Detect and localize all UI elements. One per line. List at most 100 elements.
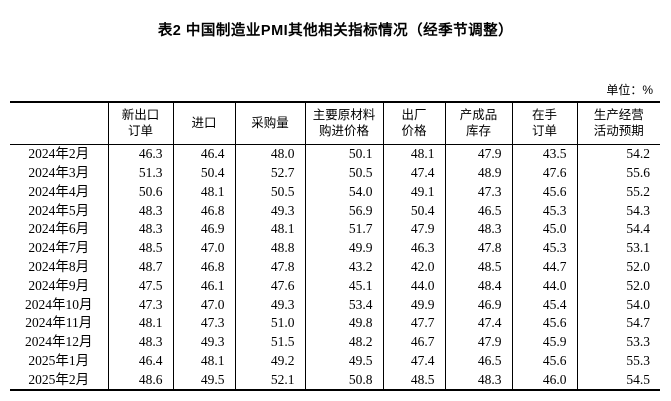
cell-value: 50.8 — [304, 370, 384, 390]
table-row: 2024年7月 48.5 47.0 48.8 49.9 46.3 47.8 45.3 53.1 — [10, 238, 660, 258]
cell-value: 46.5 — [444, 351, 513, 371]
column-header: 在手 订单 — [511, 102, 578, 145]
cell-value: 47.6 — [234, 276, 306, 295]
cell-value: 53.1 — [576, 238, 660, 258]
cell-value: 47.3 — [107, 294, 174, 314]
cell-value: 48.6 — [107, 370, 174, 390]
cell-value: 47.8 — [444, 238, 513, 258]
cell-value: 46.3 — [382, 238, 446, 258]
cell-value: 54.0 — [304, 182, 384, 201]
cell-value: 46.4 — [172, 144, 236, 164]
cell-value: 48.1 — [172, 351, 236, 371]
cell-value: 45.1 — [304, 276, 384, 295]
table-row: 2024年12月 48.3 49.3 51.5 48.2 46.7 47.9 45.9 53.3 — [10, 332, 660, 352]
cell-value: 47.4 — [444, 313, 513, 333]
cell-value: 43.5 — [511, 144, 578, 164]
cell-value: 47.9 — [382, 219, 446, 239]
cell-value: 49.2 — [234, 351, 306, 371]
table-title: 表2 中国制造业PMI其他相关指标情况（经季节调整） — [157, 23, 514, 39]
cell-value: 48.2 — [304, 332, 384, 352]
cell-value: 47.8 — [234, 257, 306, 277]
cell-value: 44.0 — [511, 276, 578, 295]
pmi-table: 新出口 订单 进口 采购量 主要原材料 购进价格 出厂 价格 产成品 库存 在手 订单 生产经… — [10, 101, 660, 391]
cell-value: 55.2 — [576, 182, 660, 201]
header-row: 新出口 订单 进口 采购量 主要原材料 购进价格 出厂 价格 产成品 库存 在手 订单 生产经… — [10, 102, 660, 145]
column-header: 采购量 — [234, 102, 306, 145]
cell-value: 54.0 — [576, 294, 660, 314]
cell-value: 53.4 — [304, 294, 384, 314]
cell-value: 54.5 — [576, 370, 660, 390]
row-date: 2024年3月 — [10, 163, 109, 183]
cell-value: 54.4 — [576, 219, 660, 239]
table-row: 2024年4月 50.6 48.1 50.5 54.0 49.1 47.3 45.6 55.2 — [10, 182, 660, 201]
row-date: 2024年8月 — [10, 257, 109, 277]
cell-value: 42.0 — [382, 257, 446, 277]
cell-value: 49.5 — [172, 370, 236, 390]
cell-value: 48.4 — [444, 276, 513, 295]
cell-value: 52.0 — [576, 257, 660, 277]
cell-value: 53.3 — [576, 332, 660, 352]
cell-value: 54.2 — [576, 144, 660, 164]
cell-value: 54.3 — [576, 200, 660, 220]
cell-value: 48.5 — [107, 238, 174, 258]
cell-value: 48.9 — [444, 163, 513, 183]
cell-value: 51.3 — [107, 163, 174, 183]
cell-value: 45.6 — [511, 182, 578, 201]
table-row: 2025年2月 48.6 49.5 52.1 50.8 48.5 48.3 46.0 54.5 — [10, 370, 660, 390]
cell-value: 46.8 — [172, 257, 236, 277]
cell-value: 56.9 — [304, 200, 384, 220]
table-row: 2024年6月 48.3 46.9 48.1 51.7 47.9 48.3 45.0 54.4 — [10, 219, 660, 239]
cell-value: 46.5 — [444, 200, 513, 220]
cell-value: 48.0 — [234, 144, 306, 164]
cell-value: 49.5 — [304, 351, 384, 371]
column-header: 产成品 库存 — [444, 102, 513, 145]
cell-value: 48.8 — [234, 238, 306, 258]
cell-value: 51.0 — [234, 313, 306, 333]
row-date: 2024年4月 — [10, 182, 109, 201]
cell-value: 46.7 — [382, 332, 446, 352]
table-header: 新出口 订单 进口 采购量 主要原材料 购进价格 出厂 价格 产成品 库存 在手 订单 生产经… — [10, 102, 660, 145]
cell-value: 47.3 — [444, 182, 513, 201]
cell-value: 54.7 — [576, 313, 660, 333]
cell-value: 52.0 — [576, 276, 660, 295]
cell-value: 48.1 — [172, 182, 236, 201]
cell-value: 48.3 — [107, 200, 174, 220]
column-header: 进口 — [172, 102, 236, 145]
cell-value: 51.7 — [304, 219, 384, 239]
cell-value: 47.5 — [107, 276, 174, 295]
cell-value: 49.9 — [304, 238, 384, 258]
cell-value: 47.4 — [382, 163, 446, 183]
row-date: 2024年12月 — [10, 332, 109, 352]
row-date: 2024年5月 — [10, 200, 109, 220]
cell-value: 43.2 — [304, 257, 384, 277]
column-header: 主要原材料 购进价格 — [304, 102, 384, 145]
table-row: 2024年5月 48.3 46.8 49.3 56.9 50.4 46.5 45.3 54.3 — [10, 200, 660, 220]
cell-value: 46.3 — [107, 144, 174, 164]
table-row: 2024年2月 46.3 46.4 48.0 50.1 48.1 47.9 43.5 54.2 — [10, 144, 660, 164]
cell-value: 46.1 — [172, 276, 236, 295]
table-row: 2025年1月 46.4 48.1 49.2 49.5 47.4 46.5 45.6 55.3 — [10, 351, 660, 371]
cell-value: 46.0 — [511, 370, 578, 390]
cell-value: 46.4 — [107, 351, 174, 371]
cell-value: 48.5 — [382, 370, 446, 390]
cell-value: 45.3 — [511, 200, 578, 220]
cell-value: 47.7 — [382, 313, 446, 333]
cell-value: 45.4 — [511, 294, 578, 314]
cell-value: 48.3 — [107, 219, 174, 239]
table-row: 2024年11月 48.1 47.3 51.0 49.8 47.7 47.4 45.6 54.7 — [10, 313, 660, 333]
cell-value: 52.7 — [234, 163, 306, 183]
row-date: 2024年7月 — [10, 238, 109, 258]
cell-value: 45.3 — [511, 238, 578, 258]
cell-value: 46.9 — [172, 219, 236, 239]
page: 表2 中国制造业PMI其他相关指标情况（经季节调整） 单位：% 新出口 订单 进口… — [0, 19, 671, 401]
cell-value: 50.5 — [234, 182, 306, 201]
row-date: 2025年1月 — [10, 351, 109, 371]
column-header: 生产经营 活动预期 — [576, 102, 660, 145]
cell-value: 47.3 — [172, 313, 236, 333]
row-date: 2025年2月 — [10, 370, 109, 390]
cell-value: 49.3 — [234, 294, 306, 314]
cell-value: 45.9 — [511, 332, 578, 352]
cell-value: 48.3 — [107, 332, 174, 352]
cell-value: 44.7 — [511, 257, 578, 277]
row-date: 2024年9月 — [10, 276, 109, 295]
